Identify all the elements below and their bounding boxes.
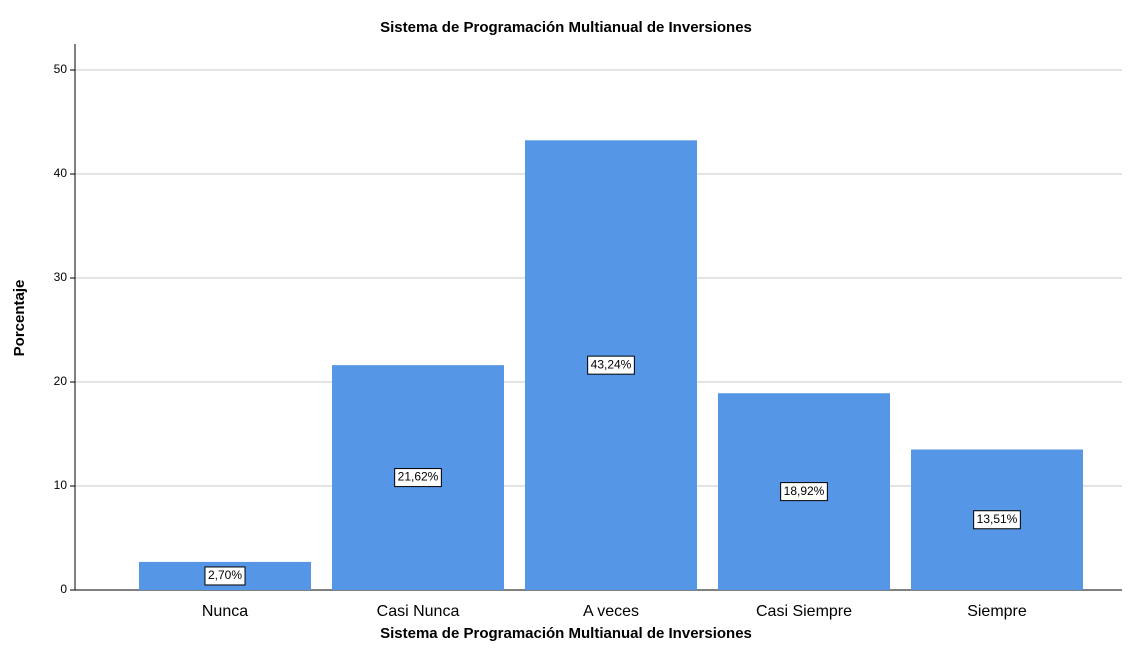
x-axis-label: Sistema de Programación Multianual de In… — [380, 625, 752, 642]
x-tick-label: A veces — [583, 603, 639, 620]
x-tick-label: Nunca — [202, 603, 248, 620]
y-tick-label: 20 — [54, 374, 68, 388]
value-label: 21,62% — [398, 470, 439, 484]
y-tick-label: 30 — [54, 270, 68, 284]
y-tick-label: 0 — [60, 582, 67, 596]
value-label-box — [587, 355, 635, 375]
y-tick-label: 10 — [54, 478, 68, 492]
y-tick-label: 50 — [54, 62, 68, 76]
x-tick-label: Casi Siempre — [756, 603, 852, 620]
x-tick-label: Casi Nunca — [377, 603, 460, 620]
y-axis-label: Porcentaje — [11, 280, 28, 357]
y-tick-label: 40 — [54, 166, 68, 180]
chart-title: Sistema de Programación Multianual de In… — [380, 19, 752, 36]
value-label: 18,92% — [784, 484, 825, 498]
value-label: 13,51% — [977, 512, 1018, 526]
x-tick-label: Siempre — [967, 603, 1027, 620]
value-label: 2,70% — [208, 568, 242, 582]
value-label: 43,24% — [591, 357, 632, 371]
value-label-box — [780, 482, 828, 502]
value-label-box — [204, 566, 246, 586]
value-label-box — [973, 510, 1021, 530]
value-label-box — [394, 468, 442, 488]
